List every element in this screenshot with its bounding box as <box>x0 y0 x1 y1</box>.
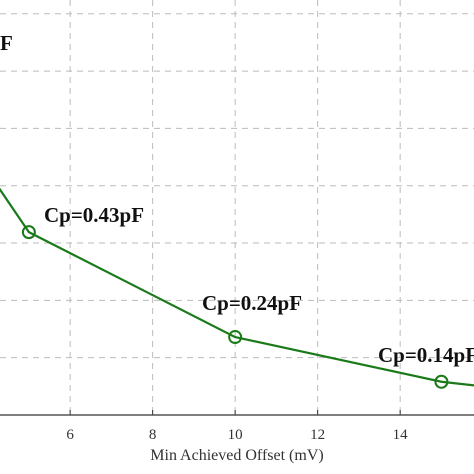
x-tick-label: 10 <box>228 427 243 443</box>
series-line <box>0 187 474 387</box>
x-tick-label: 12 <box>310 427 325 443</box>
marker <box>21 225 36 240</box>
annotation: Cp=0.24pF <box>202 291 302 315</box>
marker <box>228 330 243 345</box>
x-tick-label: 14 <box>393 427 409 443</box>
x-axis-label: Min Achieved Offset (mV) <box>150 447 323 464</box>
annotation: Cp=0.14pF <box>378 343 474 367</box>
x-tick-label: 6 <box>66 427 74 443</box>
annotation: Cp=0.43pF <box>44 203 144 227</box>
annotation: F <box>0 31 13 55</box>
x-tick-label: 8 <box>149 427 157 443</box>
marker <box>434 374 449 389</box>
